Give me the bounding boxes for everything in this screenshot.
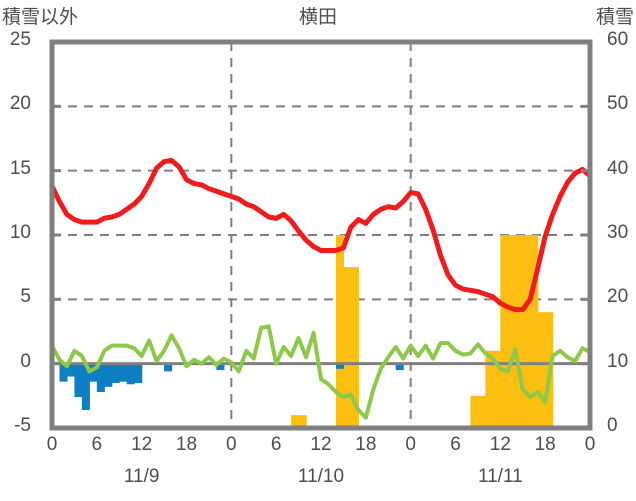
- left-axis-tick-label: 25: [9, 29, 31, 50]
- right-axis-tick-label: 10: [607, 350, 629, 372]
- left-axis-tick-label: 20: [9, 93, 31, 115]
- x-axis-tick-label: 18: [175, 434, 198, 455]
- wind-line: [50, 324, 592, 420]
- precipitation-bar: [134, 363, 143, 383]
- x-axis-tick-label: 18: [534, 434, 556, 455]
- precipitation-bar: [395, 363, 404, 371]
- precipitation-bar: [104, 363, 113, 387]
- snow-depth-bar: [500, 235, 509, 428]
- snow-depth-bar: [522, 235, 531, 428]
- snow-depth-bar: [350, 267, 359, 428]
- snow-depth-bar: [530, 235, 539, 428]
- precipitation-bar: [74, 363, 83, 398]
- snow-depth-bar: [492, 350, 501, 428]
- precipitation-bar: [59, 363, 68, 382]
- x-axis-tick-label: 0: [584, 434, 596, 455]
- snow-depth-bar: [537, 312, 546, 428]
- snow-depth-bar: [335, 235, 345, 428]
- x-axis-tick-label: 0: [405, 434, 416, 455]
- x-axis-tick-label: 6: [91, 434, 103, 455]
- snow-depth-bar: [298, 415, 307, 428]
- precipitation-bar: [111, 363, 120, 383]
- right-axis-tick-label: 30: [607, 222, 629, 243]
- snow-depth-bar: [343, 267, 352, 428]
- x-axis-tick-label: 0: [226, 434, 237, 455]
- right-axis-tick-label: 20: [607, 286, 629, 308]
- x-axis-tick-label: 12: [131, 434, 153, 455]
- precipitation-bar: [335, 363, 345, 369]
- snow-depth-bar: [470, 395, 479, 428]
- left-axis-tick-label: 5: [20, 286, 31, 308]
- left-axis-title: 積雪以外: [2, 7, 79, 28]
- precipitation-bar: [96, 363, 105, 392]
- right-axis-tick-label: 60: [607, 29, 629, 50]
- right-axis-title: 積雪: [595, 7, 634, 28]
- precipitation-bar: [89, 363, 98, 382]
- x-axis-tick-label: 6: [270, 434, 282, 455]
- x-axis-tick-label: 12: [489, 434, 511, 455]
- right-axis-tick-label: 50: [607, 93, 629, 115]
- snow-depth-bar: [507, 235, 516, 428]
- temperature-line: [49, 157, 593, 313]
- left-axis-tick-label: 10: [9, 222, 31, 243]
- precipitation-bar: [66, 363, 76, 377]
- left-axis-tick-label: 0: [20, 350, 31, 372]
- precipitation-bar: [126, 363, 135, 385]
- x-axis-day-label: 11/9: [123, 466, 160, 487]
- x-axis-tick-label: 12: [310, 434, 332, 455]
- x-axis-day-label: 11/11: [477, 466, 523, 487]
- x-axis-tick-label: 0: [46, 434, 58, 455]
- precipitation-bar: [119, 363, 128, 382]
- right-axis-tick-label: 0: [607, 415, 618, 436]
- snow-depth-bar: [515, 235, 524, 428]
- precipitation-bar: [164, 363, 173, 372]
- precipitation-bar: [81, 363, 90, 410]
- snow-depth-bar: [291, 415, 300, 428]
- left-axis-tick-label: -5: [14, 415, 31, 436]
- right-axis-tick-label: 40: [607, 157, 629, 179]
- x-axis-day-label: 11/10: [297, 466, 345, 487]
- snow-depth-bar: [485, 350, 494, 428]
- snow-depth-bar: [477, 395, 486, 428]
- x-axis-tick-label: 18: [355, 434, 377, 455]
- left-axis-tick-label: 15: [9, 157, 31, 179]
- precipitation-bar: [216, 363, 225, 371]
- chart-title: 横田: [298, 7, 337, 28]
- x-axis-tick-label: 6: [450, 434, 461, 455]
